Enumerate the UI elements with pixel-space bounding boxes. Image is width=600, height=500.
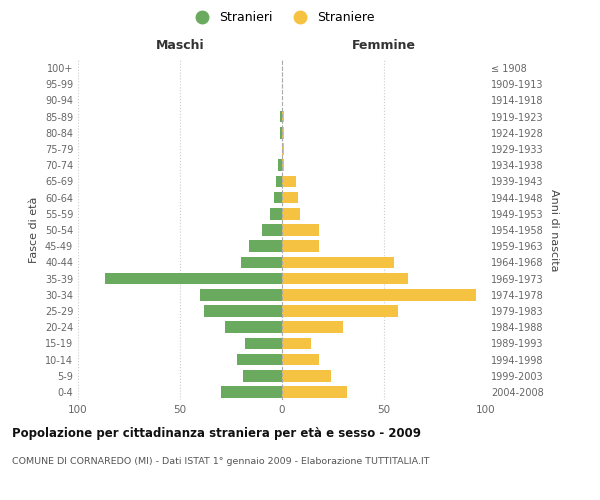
Bar bbox=[262, 224, 282, 236]
Bar bbox=[250, 240, 282, 252]
Bar bbox=[282, 176, 296, 188]
Bar bbox=[225, 322, 282, 333]
Bar bbox=[282, 224, 319, 236]
Bar bbox=[237, 354, 282, 366]
Bar bbox=[282, 208, 301, 220]
Bar bbox=[282, 289, 476, 300]
Y-axis label: Fasce di età: Fasce di età bbox=[29, 197, 39, 263]
Y-axis label: Anni di nascita: Anni di nascita bbox=[549, 188, 559, 271]
Bar bbox=[282, 322, 343, 333]
Bar bbox=[221, 386, 282, 398]
Bar bbox=[241, 256, 282, 268]
Bar bbox=[282, 192, 298, 203]
Text: Popolazione per cittadinanza straniera per età e sesso - 2009: Popolazione per cittadinanza straniera p… bbox=[12, 428, 421, 440]
Text: COMUNE DI CORNAREDO (MI) - Dati ISTAT 1° gennaio 2009 - Elaborazione TUTTITALIA.: COMUNE DI CORNAREDO (MI) - Dati ISTAT 1°… bbox=[12, 458, 430, 466]
Bar bbox=[282, 338, 311, 349]
Bar bbox=[282, 354, 319, 366]
Bar bbox=[282, 272, 409, 284]
Bar bbox=[282, 127, 284, 138]
Bar bbox=[278, 160, 282, 171]
Bar bbox=[205, 305, 282, 317]
Bar bbox=[282, 386, 347, 398]
Bar bbox=[274, 192, 282, 203]
Bar bbox=[282, 370, 331, 382]
Bar bbox=[282, 240, 319, 252]
Bar bbox=[282, 111, 284, 122]
Bar bbox=[276, 176, 282, 188]
Legend: Stranieri, Straniere: Stranieri, Straniere bbox=[184, 6, 380, 29]
Bar bbox=[245, 338, 282, 349]
Bar bbox=[280, 127, 282, 138]
Bar bbox=[243, 370, 282, 382]
Bar bbox=[282, 160, 284, 171]
Bar bbox=[282, 256, 394, 268]
Bar bbox=[282, 143, 284, 155]
Text: Maschi: Maschi bbox=[155, 39, 205, 52]
Bar bbox=[282, 305, 398, 317]
Bar bbox=[200, 289, 282, 300]
Bar bbox=[270, 208, 282, 220]
Bar bbox=[280, 111, 282, 122]
Bar bbox=[104, 272, 282, 284]
Text: Femmine: Femmine bbox=[352, 39, 416, 52]
